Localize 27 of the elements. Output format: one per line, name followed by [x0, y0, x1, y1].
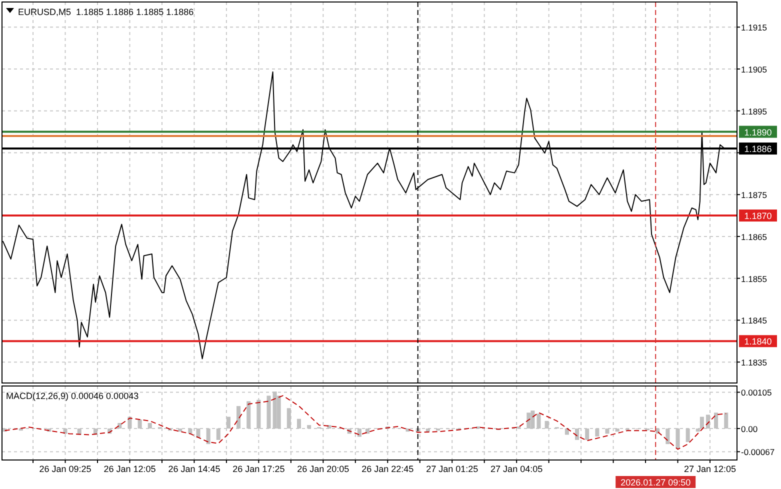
text: MACD(12,26,9) 0.00046 0.00043 — [6, 391, 139, 401]
x-tick-label: 26 Jan 12:05 — [104, 464, 156, 474]
ref-line-label: 2026.01.27 09:50 — [620, 478, 691, 488]
x-tick-label: 26 Jan 09:25 — [39, 464, 92, 474]
y-tick-label: 0.00105 — [741, 388, 772, 398]
text: EURUSD,M5 1.1885 1.1886 1.1885 1.1886 — [18, 7, 194, 17]
x-tick-label: 27 Jan 04:05 — [490, 464, 543, 474]
x-tick-label: 27 Jan 12:05 — [684, 464, 736, 474]
x-tick-label: 27 Jan 01:25 — [426, 464, 478, 474]
x-tick-label: 26 Jan 20:05 — [297, 464, 350, 474]
y-tick-label: 1.1855 — [741, 274, 768, 284]
y-tick-label: -0.00067 — [741, 447, 775, 458]
ref-line-label: 1.1840 — [744, 336, 772, 347]
x-tick-label: 26 Jan 14:45 — [168, 464, 220, 474]
y-tick-label: 0.00 — [741, 424, 758, 434]
y-tick-label: 1.1875 — [741, 190, 768, 200]
y-tick-label: 1.1895 — [741, 106, 768, 116]
y-tick-label: 1.1835 — [741, 358, 768, 368]
y-tick-label: 1.1905 — [741, 64, 768, 74]
x-tick-label: 26 Jan 17:25 — [232, 464, 285, 474]
ref-line-label: 1.1890 — [744, 127, 772, 138]
y-tick-label: 1.1865 — [741, 232, 768, 242]
ref-line-label: 1.1886 — [744, 144, 772, 154]
y-tick-label: 1.1915 — [741, 22, 768, 33]
x-tick-label: 26 Jan 22:45 — [362, 464, 414, 474]
y-tick-label: 1.1845 — [741, 316, 768, 326]
ref-line-label: 1.1870 — [744, 211, 772, 222]
